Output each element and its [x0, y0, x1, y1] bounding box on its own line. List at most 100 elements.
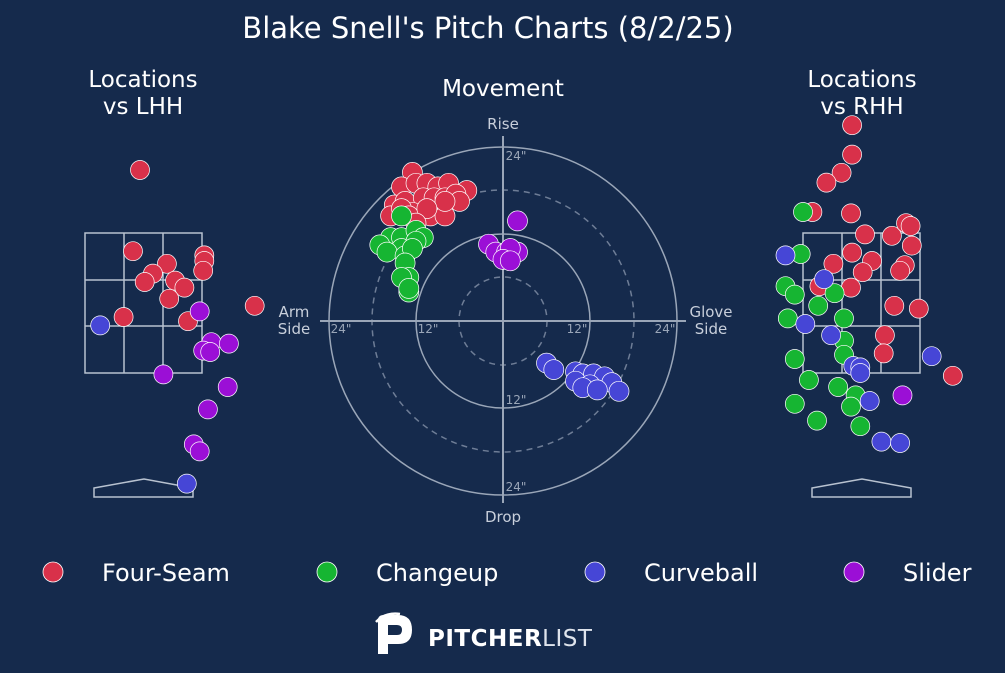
rhh-point-changeup	[777, 308, 798, 329]
rhh-point-four-seam	[852, 262, 873, 283]
ring-label-left-12: 12"	[418, 322, 439, 336]
rhh-point-four-seam	[942, 365, 963, 386]
axis-label-drop: Drop	[485, 508, 521, 526]
rhh-point-slider	[892, 385, 913, 406]
movement-point-curveball	[586, 379, 608, 401]
logo-text-list: LIST	[542, 626, 593, 652]
axis-label-glove-line2: Side	[695, 320, 727, 338]
legend-marker-curveball	[584, 561, 606, 583]
legend-marker-four-seam	[42, 561, 64, 583]
ring-label-left-24: 24"	[331, 322, 352, 336]
lhh-point-slider	[189, 301, 210, 322]
logo-wordmark: PITCHERLIST	[428, 626, 593, 652]
rhh-point-curveball	[795, 314, 816, 334]
ring-label-right-12: 12"	[567, 322, 588, 336]
lhh-points	[90, 160, 265, 494]
rhh-point-changeup	[799, 370, 819, 390]
rhh-point-four-seam	[842, 115, 862, 136]
legend-marker-slider	[843, 561, 865, 583]
rhh-title-line1: Locations	[807, 67, 916, 93]
lhh-point-slider	[153, 364, 174, 385]
rhh-point-four-seam	[875, 325, 895, 346]
lhh-home-plate	[93, 478, 194, 498]
rhh-point-four-seam	[823, 253, 844, 274]
rhh-point-four-seam	[842, 242, 862, 263]
movement-point-slider	[499, 250, 521, 272]
lhh-point-four-seam	[244, 295, 265, 316]
lhh-point-four-seam	[159, 288, 180, 309]
rhh-point-curveball	[821, 325, 841, 346]
lhh-point-curveball	[176, 473, 197, 494]
chart-title: Blake Snell's Pitch Charts (8/2/25)	[242, 11, 733, 45]
lhh-point-four-seam	[157, 253, 177, 274]
movement-point-changeup	[391, 205, 412, 227]
lhh-point-slider	[219, 333, 239, 354]
movement-points	[369, 162, 630, 402]
movement-point-curveball	[543, 359, 565, 380]
movement-point-slider	[507, 210, 528, 232]
ring-label-top-24: 24"	[506, 149, 527, 163]
rhh-title-line2: vs RHH	[820, 94, 903, 120]
rhh-point-changeup	[784, 393, 805, 414]
rhh-point-changeup	[793, 202, 813, 222]
lhh-point-four-seam	[113, 307, 134, 327]
logo-text-pitcher: PITCHER	[428, 626, 542, 652]
ring-label-right-24: 24"	[655, 322, 676, 336]
rhh-point-four-seam	[842, 144, 862, 165]
rhh-point-four-seam	[831, 162, 852, 183]
rhh-point-curveball	[850, 363, 871, 383]
rhh-point-four-seam	[873, 343, 894, 364]
rhh-point-four-seam	[890, 260, 910, 281]
rhh-point-changeup	[784, 284, 805, 305]
rhh-point-changeup	[808, 295, 829, 316]
axis-label-arm-line1: Arm	[279, 303, 310, 321]
rhh-point-four-seam	[884, 295, 905, 316]
rhh-point-curveball	[775, 245, 796, 266]
lhh-title-line2: vs LHH	[103, 94, 183, 120]
movement-point-changeup	[376, 241, 398, 263]
rhh-point-changeup	[784, 349, 805, 369]
ring-labels: 24" 12" 12" 24" 24" 12" 24"	[331, 149, 676, 494]
ring-label-bottom-24: 24"	[506, 480, 527, 494]
rhh-point-curveball	[814, 269, 834, 290]
rhh-point-changeup	[828, 377, 848, 397]
axis-label-glove-line1: Glove	[689, 303, 732, 321]
pitcherlist-logo-icon	[378, 615, 412, 654]
movement-title: Movement	[442, 76, 564, 102]
legend-label-curveball: Curveball	[644, 559, 758, 587]
pitcherlist-logo: PITCHERLIST	[375, 612, 593, 654]
legend: Four-Seam Changeup Curveball Slider	[42, 559, 972, 587]
rhh-point-curveball	[921, 346, 942, 367]
rhh-point-changeup	[807, 410, 827, 431]
lhh-point-four-seam	[174, 277, 195, 298]
lhh-title-line1: Locations	[88, 67, 197, 93]
rhh-point-changeup	[850, 416, 871, 437]
legend-label-four-seam: Four-Seam	[102, 559, 230, 587]
lhh-point-four-seam	[134, 272, 155, 292]
rhh-point-changeup	[834, 308, 854, 329]
legend-marker-changeup	[316, 561, 338, 583]
rhh-point-four-seam	[900, 216, 921, 236]
lhh-point-slider	[200, 342, 221, 362]
movement-point-four-seam	[434, 191, 456, 212]
lhh-point-slider	[198, 399, 218, 420]
rhh-point-curveball	[871, 431, 892, 452]
axis-label-rise: Rise	[487, 115, 519, 133]
rhh-point-four-seam	[882, 225, 902, 246]
lhh-point-curveball	[90, 315, 111, 336]
ring-label-bottom-12: 12"	[506, 393, 527, 407]
rhh-point-four-seam	[816, 172, 837, 193]
lhh-point-four-seam	[130, 160, 150, 180]
rhh-point-four-seam	[841, 203, 861, 224]
rhh-point-four-seam	[908, 298, 929, 319]
rhh-points	[775, 115, 963, 453]
rhh-point-curveball	[890, 433, 910, 453]
movement-point-four-seam	[416, 198, 438, 219]
rhh-point-changeup	[841, 396, 861, 417]
rhh-point-curveball	[859, 391, 880, 411]
rhh-home-plate	[811, 478, 912, 498]
lhh-point-four-seam	[193, 260, 214, 281]
rhh-point-four-seam	[901, 235, 922, 256]
lhh-point-four-seam	[123, 241, 143, 262]
